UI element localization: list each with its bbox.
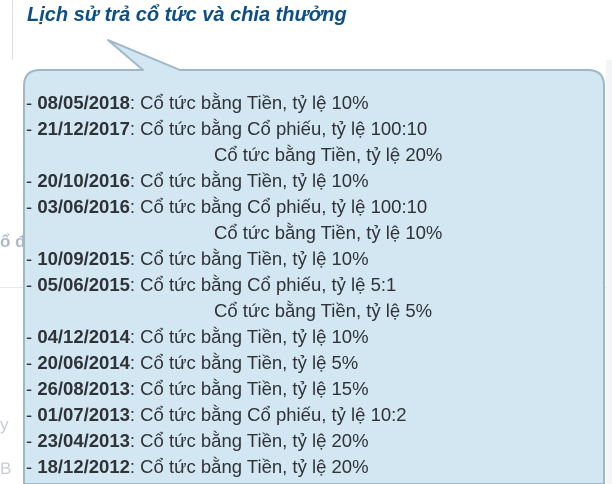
dividend-date: 08/05/2018 bbox=[37, 92, 130, 113]
dividend-description: : Cổ tức bằng Cổ phiếu, tỷ lệ 100:10 bbox=[129, 196, 428, 217]
dividend-description: : Cổ tức bằng Cổ phiếu, tỷ lệ 5:1 bbox=[129, 274, 397, 295]
dividend-row: - 01/07/2013: Cổ tức bằng Cổ phiếu, tỷ l… bbox=[26, 402, 586, 428]
dividend-row-prefix: - bbox=[26, 118, 38, 139]
dividend-description: : Cổ tức bằng Tiền, tỷ lệ 10% bbox=[129, 326, 369, 347]
dividend-date: 05/06/2015 bbox=[37, 274, 130, 295]
dividend-row-prefix: - bbox=[26, 378, 38, 399]
dividend-row: - 05/06/2015: Cổ tức bằng Cổ phiếu, tỷ l… bbox=[26, 272, 586, 298]
dividend-date: 01/07/2013 bbox=[37, 404, 130, 425]
dividend-date: 10/09/2015 bbox=[37, 248, 130, 269]
dividend-date: 04/12/2014 bbox=[37, 326, 130, 347]
dividend-row: - 23/04/2013: Cổ tức bằng Tiền, tỷ lệ 20… bbox=[26, 428, 586, 454]
dividend-row-prefix: - bbox=[26, 248, 38, 269]
dividend-description: : Cổ tức bằng Tiền, tỷ lệ 20% bbox=[129, 456, 369, 477]
dividend-row: - 20/06/2014: Cổ tức bằng Tiền, tỷ lệ 5% bbox=[26, 350, 586, 376]
dividend-description: Cổ tức bằng Tiền, tỷ lệ 10% bbox=[214, 222, 443, 243]
dividend-date: 26/08/2013 bbox=[37, 378, 130, 399]
dividend-row: - 08/05/2018: Cổ tức bằng Tiền, tỷ lệ 10… bbox=[26, 90, 586, 116]
dividend-description: : Cổ tức bằng Tiền, tỷ lệ 5% bbox=[129, 352, 359, 373]
dividend-row-prefix: - bbox=[26, 170, 38, 191]
dividend-row: - 03/06/2016: Cổ tức bằng Cổ phiếu, tỷ l… bbox=[26, 194, 586, 220]
dividend-row-prefix: - bbox=[26, 196, 38, 217]
dividend-row-prefix: - bbox=[26, 352, 38, 373]
dividend-description: : Cổ tức bằng Tiền, tỷ lệ 20% bbox=[129, 430, 369, 451]
dividend-description: : Cổ tức bằng Cổ phiếu, tỷ lệ 100:10 bbox=[129, 118, 428, 139]
dividend-description: Cổ tức bằng Tiền, tỷ lệ 5% bbox=[214, 300, 433, 321]
dividend-row: - 04/12/2014: Cổ tức bằng Tiền, tỷ lệ 10… bbox=[26, 324, 586, 350]
dividend-row: - 18/12/2012: Cổ tức bằng Tiền, tỷ lệ 20… bbox=[26, 454, 586, 480]
dividend-description: : Cổ tức bằng Cổ phiếu, tỷ lệ 10:2 bbox=[129, 404, 407, 425]
dividend-row: Cổ tức bằng Tiền, tỷ lệ 5% bbox=[26, 298, 586, 324]
dividend-date: 18/12/2012 bbox=[37, 456, 130, 477]
dividend-date: 03/06/2016 bbox=[37, 196, 130, 217]
dividend-row-prefix: - bbox=[26, 274, 38, 295]
dividend-description: : Cổ tức bằng Tiền, tỷ lệ 10% bbox=[129, 170, 369, 191]
dividend-description: : Cổ tức bằng Tiền, tỷ lệ 15% bbox=[129, 378, 369, 399]
dividend-row: Cổ tức bằng Tiền, tỷ lệ 10% bbox=[26, 220, 586, 246]
dividend-row: - 21/12/2017: Cổ tức bằng Cổ phiếu, tỷ l… bbox=[26, 116, 586, 142]
dividend-row: - 10/09/2015: Cổ tức bằng Tiền, tỷ lệ 10… bbox=[26, 246, 586, 272]
background-text-fragment: B bbox=[0, 459, 12, 478]
dividend-description: Cổ tức bằng Tiền, tỷ lệ 20% bbox=[214, 144, 443, 165]
dividend-row-prefix: - bbox=[26, 430, 38, 451]
dividend-row: Cổ tức bằng Tiền, tỷ lệ 20% bbox=[26, 142, 586, 168]
dividend-row-prefix: - bbox=[26, 92, 38, 113]
dividend-date: 20/06/2014 bbox=[37, 352, 130, 373]
dividend-description: : Cổ tức bằng Tiền, tỷ lệ 10% bbox=[129, 248, 369, 269]
dividend-date: 20/10/2016 bbox=[37, 170, 130, 191]
dividend-description: : Cổ tức bằng Tiền, tỷ lệ 10% bbox=[129, 92, 369, 113]
page-left-border bbox=[12, 0, 13, 60]
dividend-row-prefix: - bbox=[26, 404, 38, 425]
background-text-fragment: y bbox=[0, 415, 9, 434]
dividend-row-prefix: - bbox=[26, 326, 38, 347]
dividend-date: 21/12/2017 bbox=[37, 118, 130, 139]
dividend-row-prefix: - bbox=[26, 456, 38, 477]
dividend-history-title[interactable]: Lịch sử trả cổ tức và chia thưởng bbox=[27, 4, 347, 26]
dividend-row: - 20/10/2016: Cổ tức bằng Tiền, tỷ lệ 10… bbox=[26, 168, 586, 194]
dividend-date: 23/04/2013 bbox=[37, 430, 130, 451]
dividend-history-list: - 08/05/2018: Cổ tức bằng Tiền, tỷ lệ 10… bbox=[26, 90, 586, 480]
page-right-edge bbox=[606, 60, 612, 484]
dividend-row: - 26/08/2013: Cổ tức bằng Tiền, tỷ lệ 15… bbox=[26, 376, 586, 402]
